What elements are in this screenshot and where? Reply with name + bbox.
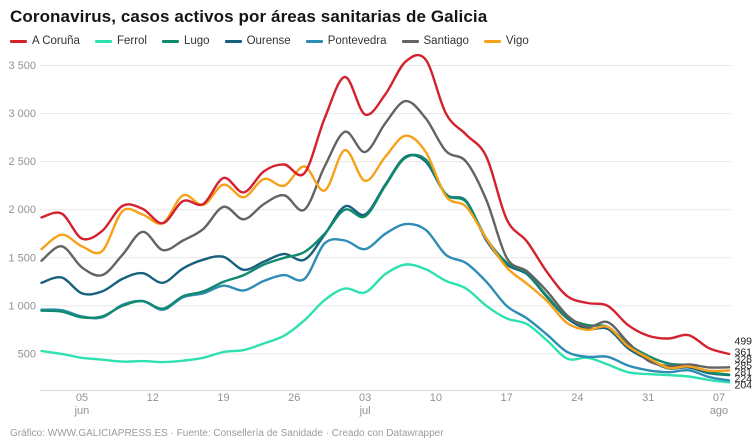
x-axis-tick-label: 19 xyxy=(217,392,229,404)
series-end-value-label: 281 xyxy=(735,367,753,379)
series-line-a-coruña[interactable] xyxy=(40,53,731,356)
y-axis-tick-label: 1 000 xyxy=(8,300,36,312)
legend-label: Ferrol xyxy=(116,35,147,47)
attribution-footer: Gráfico: WWW.GALICIAPRESS.ES · Fuente: C… xyxy=(10,428,444,439)
x-axis-tick-label: 07 xyxy=(713,392,725,404)
legend-item-ourense: Ourense xyxy=(224,35,291,47)
series-end-value-label: 204 xyxy=(735,380,753,392)
y-axis-tick-label: 2 500 xyxy=(8,156,36,168)
x-axis-tick-label: 17 xyxy=(501,392,513,404)
x-axis-tick-label: 12 xyxy=(147,392,159,404)
legend: A Coruña Ferrol Lugo Ourense Pontevedra Santi… xyxy=(10,35,529,47)
legend-label: Vigo xyxy=(505,35,529,47)
x-axis-tick-label: 03 xyxy=(359,392,371,404)
x-axis-month-label: ago xyxy=(710,405,728,417)
x-axis-tick-label: 10 xyxy=(430,392,442,404)
legend-swatch-icon xyxy=(161,39,179,43)
y-axis-tick-label: 3 000 xyxy=(8,108,36,120)
legend-item-ferrol: Ferrol xyxy=(94,35,147,47)
x-axis-month-label: jul xyxy=(359,405,371,417)
legend-item-a-coruña: A Coruña xyxy=(10,35,80,47)
y-axis-tick-label: 1 500 xyxy=(8,252,36,264)
chart-title: Coronavirus, casos activos por áreas san… xyxy=(10,7,488,26)
series-line-ferrol[interactable] xyxy=(40,263,731,384)
x-axis-tick-label: 05 xyxy=(76,392,88,404)
legend-item-pontevedra: Pontevedra xyxy=(305,35,387,47)
legend-label: A Coruña xyxy=(32,35,80,47)
series-end-value-label: 285 xyxy=(735,360,753,372)
x-axis-tick-label: 31 xyxy=(642,392,654,404)
legend-label: Lugo xyxy=(183,35,210,47)
legend-label: Ourense xyxy=(246,35,291,47)
legend-item-santiago: Santiago xyxy=(401,35,469,47)
legend-item-lugo: Lugo xyxy=(161,35,210,47)
series-end-value-label: 361 xyxy=(735,347,753,359)
series-line-santiago[interactable] xyxy=(40,99,731,369)
legend-swatch-icon xyxy=(94,39,112,43)
x-axis-month-label: jun xyxy=(74,405,90,417)
y-axis-tick-label: 500 xyxy=(18,348,36,360)
legend-swatch-icon xyxy=(401,39,419,43)
legend-item-vigo: Vigo xyxy=(483,35,529,47)
legend-label: Santiago xyxy=(423,35,469,47)
y-axis-tick-label: 3 500 xyxy=(8,60,36,72)
legend-label: Pontevedra xyxy=(327,35,387,47)
legend-swatch-icon xyxy=(224,39,242,43)
series-end-value-label: 224 xyxy=(735,373,753,385)
x-axis-tick-label: 26 xyxy=(288,392,300,404)
series-end-value-label: 328 xyxy=(735,354,753,366)
series-end-value-label: 499 xyxy=(735,336,753,348)
legend-swatch-icon xyxy=(10,39,27,43)
x-axis-tick-label: 24 xyxy=(571,392,583,404)
legend-swatch-icon xyxy=(483,39,501,43)
y-axis-tick-label: 2 000 xyxy=(8,204,36,216)
legend-swatch-icon xyxy=(305,39,323,43)
series-line-vigo[interactable] xyxy=(40,134,731,373)
